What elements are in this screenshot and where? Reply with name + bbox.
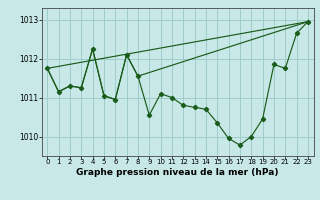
X-axis label: Graphe pression niveau de la mer (hPa): Graphe pression niveau de la mer (hPa) (76, 168, 279, 177)
